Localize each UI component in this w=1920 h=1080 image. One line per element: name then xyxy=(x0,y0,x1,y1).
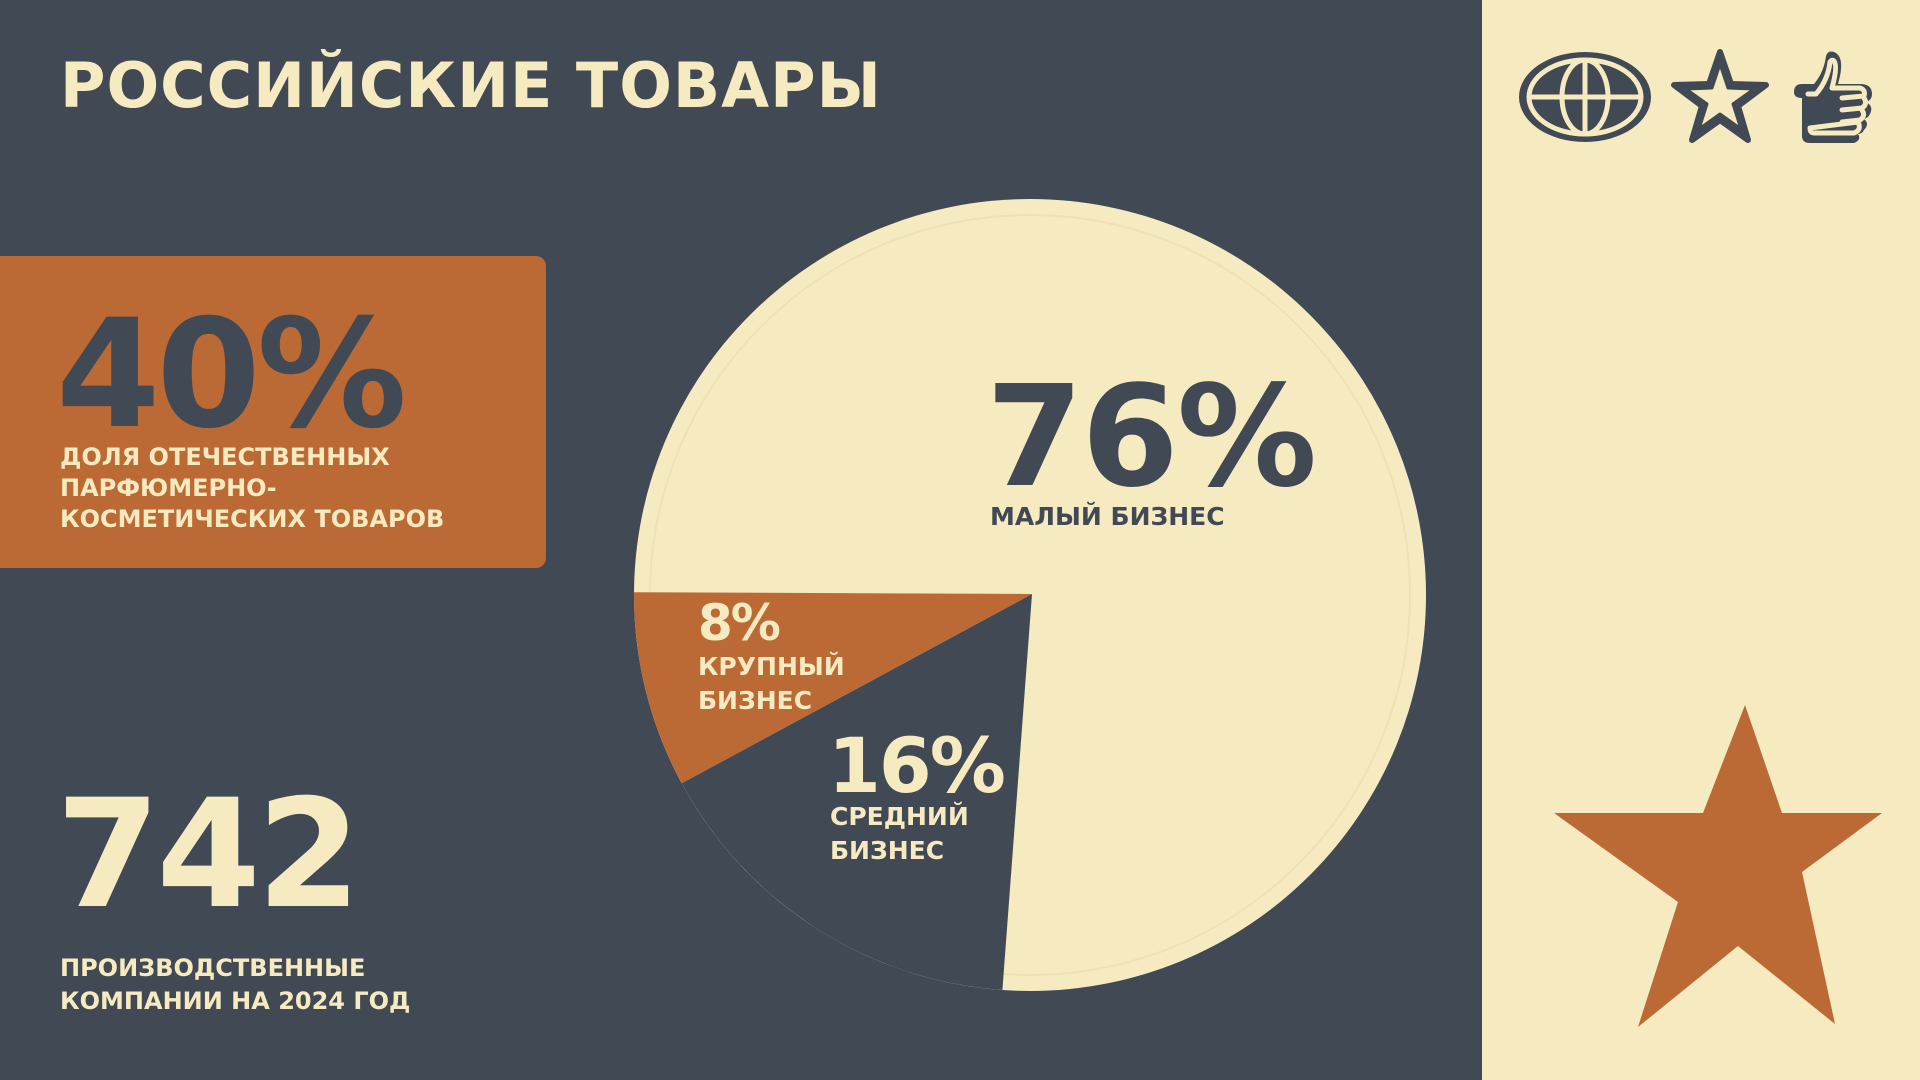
page-title: РОССИЙСКИЕ ТОВАРЫ xyxy=(60,49,882,122)
companies-stat-caption: ПРОИЗВОДСТВЕННЫЕ КОМПАНИИ НА 2024 ГОД xyxy=(60,954,411,1015)
share-stat-caption: ДОЛЯ ОТЕЧЕСТВЕННЫХ ПАРФЮМЕРНО- КОСМЕТИЧЕ… xyxy=(60,443,445,533)
pie-label-value-small: 76% xyxy=(986,356,1317,519)
pie-label-name-small: МАЛЫЙ БИЗНЕС xyxy=(990,502,1225,531)
share-stat-card: 40% ДОЛЯ ОТЕЧЕСТВЕННЫХ ПАРФЮМЕРНО- КОСМЕ… xyxy=(0,256,546,568)
header-icons xyxy=(1510,48,1890,148)
companies-stat-value: 742 xyxy=(56,768,361,942)
star-icon xyxy=(1671,49,1769,143)
thumbs-up-icon xyxy=(1794,51,1872,143)
decorative-star-icon xyxy=(1554,705,1882,1027)
pie-label-name-large: КРУПНЫЙ БИЗНЕС xyxy=(698,652,845,715)
globe-icon xyxy=(1519,52,1651,142)
pie-label-value-medium: 16% xyxy=(828,721,1006,810)
share-stat-value: 40% xyxy=(56,288,407,462)
pie-label-value-large: 8% xyxy=(698,594,781,652)
pie-label-name-medium: СРЕДНИЙ БИЗНЕС xyxy=(830,802,969,865)
